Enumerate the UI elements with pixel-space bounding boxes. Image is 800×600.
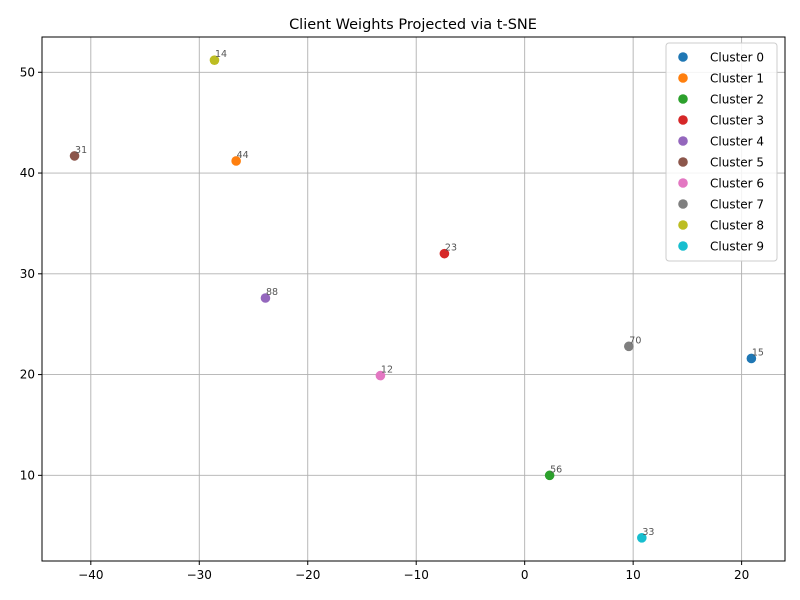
legend-label-cluster-9: Cluster 9 bbox=[710, 240, 764, 254]
legend-marker-cluster-6 bbox=[678, 178, 688, 188]
data-point-cluster-9 bbox=[637, 533, 647, 543]
x-tick-label: −20 bbox=[295, 568, 320, 582]
y-tick-label: 30 bbox=[20, 267, 35, 281]
x-tick-label: 10 bbox=[626, 568, 641, 582]
legend-marker-cluster-5 bbox=[678, 157, 688, 167]
y-tick-label: 10 bbox=[20, 468, 35, 482]
legend-marker-cluster-3 bbox=[678, 115, 688, 125]
legend-marker-cluster-1 bbox=[678, 73, 688, 83]
x-tick-label: −10 bbox=[404, 568, 429, 582]
legend-marker-cluster-4 bbox=[678, 136, 688, 146]
legend-label-cluster-8: Cluster 8 bbox=[710, 219, 764, 233]
point-labels: 15 44 56 23 88 31 12 70 14 33 bbox=[75, 49, 764, 538]
legend-label-cluster-0: Cluster 0 bbox=[710, 51, 764, 65]
axes-frame bbox=[41, 36, 786, 562]
point-label-cluster-8: 14 bbox=[215, 49, 227, 60]
data-point-cluster-3 bbox=[439, 248, 450, 259]
data-point-cluster-8 bbox=[209, 55, 220, 65]
point-label-cluster-3: 23 bbox=[445, 243, 457, 254]
data-point-cluster-5 bbox=[69, 151, 80, 161]
point-label-cluster-5: 31 bbox=[75, 145, 87, 156]
legend-label-cluster-3: Cluster 3 bbox=[710, 114, 764, 128]
legend-label-cluster-1: Cluster 1 bbox=[710, 72, 764, 86]
legend-label-cluster-6: Cluster 6 bbox=[710, 177, 764, 191]
point-label-cluster-0: 15 bbox=[752, 347, 764, 358]
legend-marker-cluster-2 bbox=[678, 94, 688, 104]
y-tick-label: 50 bbox=[20, 65, 35, 79]
grid-lines bbox=[42, 37, 785, 561]
data-point-cluster-0 bbox=[746, 353, 757, 364]
legend-label-cluster-5: Cluster 5 bbox=[710, 156, 764, 170]
data-points bbox=[69, 55, 757, 543]
x-tick-label: 20 bbox=[734, 568, 749, 582]
legend-box bbox=[665, 42, 778, 262]
point-label-cluster-4: 88 bbox=[266, 287, 278, 298]
point-label-cluster-9: 33 bbox=[642, 527, 654, 538]
y-tick-label: 40 bbox=[20, 166, 35, 180]
point-label-cluster-7: 70 bbox=[629, 335, 641, 346]
point-label-cluster-6: 12 bbox=[381, 365, 393, 376]
legend-marker-cluster-9 bbox=[678, 241, 688, 251]
x-tick-label: −40 bbox=[78, 568, 103, 582]
legend-label-cluster-2: Cluster 2 bbox=[710, 93, 764, 107]
data-point-cluster-1 bbox=[231, 156, 241, 166]
x-tick-label: −30 bbox=[187, 568, 212, 582]
data-point-cluster-7 bbox=[624, 341, 634, 352]
data-point-cluster-6 bbox=[375, 370, 386, 381]
point-label-cluster-2: 56 bbox=[550, 464, 562, 475]
legend-label-cluster-7: Cluster 7 bbox=[710, 198, 764, 212]
point-label-cluster-1: 44 bbox=[237, 150, 249, 161]
legend-label-cluster-4: Cluster 4 bbox=[710, 135, 764, 149]
legend-marker-cluster-8 bbox=[678, 220, 688, 230]
legend-marker-cluster-7 bbox=[678, 199, 688, 209]
data-point-cluster-2 bbox=[544, 470, 555, 481]
x-tick-label: 0 bbox=[521, 568, 529, 582]
data-point-cluster-4 bbox=[260, 293, 271, 303]
legend-marker-cluster-0 bbox=[678, 52, 688, 62]
chart-title: Client Weights Projected via t-SNE bbox=[289, 17, 537, 33]
legend: Cluster 0 Cluster 1 Cluster 2 Cluster 3 Clus… bbox=[665, 42, 778, 262]
axes: −40 −30 −20 −10 0 10 20 10 20 30 40 50 bbox=[20, 36, 786, 582]
y-tick-label: 20 bbox=[20, 368, 35, 382]
